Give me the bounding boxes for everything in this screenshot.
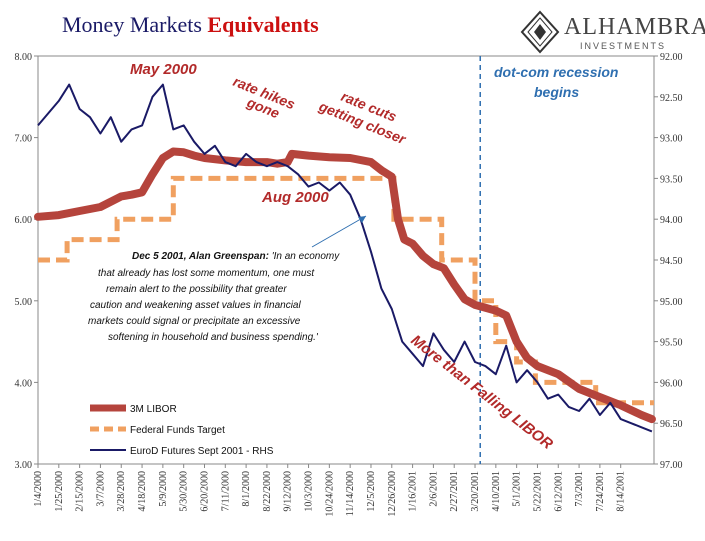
- right-tick-label: 92.00: [660, 52, 683, 63]
- x-tick-label: 5/22/2001: [532, 471, 543, 512]
- legend-label-libor: 3M LIBOR: [130, 404, 177, 415]
- title-accent: Equivalents: [207, 12, 319, 37]
- right-tick-label: 92.50: [660, 93, 683, 104]
- quote-line-2: that already has lost some momentum, one…: [98, 268, 315, 279]
- x-tick-label: 1/16/2001: [408, 471, 419, 512]
- x-tick-label: 6/12/2001: [553, 471, 564, 512]
- x-tick-label: 2/15/2000: [75, 471, 86, 512]
- right-tick-label: 93.00: [660, 134, 683, 145]
- annotation-dotcom-line1: dot-com recession: [494, 64, 618, 80]
- series-eurod-futures: [37, 83, 653, 433]
- left-tick-label: 5.00: [15, 297, 33, 308]
- quote-line-3: remain alert to the possibility that gre…: [106, 284, 287, 295]
- logo-brand: ALHAMBRA: [564, 14, 705, 40]
- quote-line-6: softening in household and business spen…: [108, 332, 319, 343]
- series-fed-funds-target: [38, 175, 654, 406]
- x-tick-label: 2/27/2001: [449, 471, 460, 512]
- quote-arrow-head-icon: [358, 216, 366, 223]
- x-tick-label: 1/25/2000: [54, 471, 65, 512]
- x-tick-label: 10/24/2000: [324, 471, 335, 517]
- left-tick-label: 4.00: [15, 378, 33, 389]
- x-tick-label: 9/12/2000: [283, 471, 294, 512]
- annotation-aug-2000: Aug 2000: [261, 189, 329, 206]
- x-tick-label: 12/5/2000: [366, 471, 377, 512]
- x-tick-label: 12/26/2000: [387, 471, 398, 517]
- x-tick-label: 5/1/2001: [512, 471, 523, 507]
- legend-label-eurod: EuroD Futures Sept 2001 - RHS: [130, 446, 274, 457]
- x-tick-label: 3/28/2000: [116, 471, 127, 512]
- chart-title: Money Markets Equivalents: [62, 12, 319, 38]
- right-tick-label: 97.00: [660, 460, 683, 471]
- series-group: [34, 83, 656, 433]
- right-tick-label: 95.50: [660, 338, 683, 349]
- x-tick-label: 4/10/2001: [491, 471, 502, 512]
- x-tick-label: 3/20/2001: [470, 471, 481, 512]
- left-tick-label: 6.00: [15, 215, 33, 226]
- legend: 3M LIBOR Federal Funds Target EuroD Futu…: [90, 404, 274, 457]
- right-tick-label: 96.50: [660, 419, 683, 430]
- quote-line-4: caution and weakening asset values in fi…: [90, 300, 301, 311]
- x-tick-label: 7/3/2001: [574, 471, 585, 507]
- x-tick-label: 1/4/2000: [33, 471, 44, 507]
- x-tick-label: 7/11/2000: [220, 471, 231, 511]
- quote-speaker: Dec 5 2001, Alan Greenspan:: [132, 251, 269, 262]
- right-tick-label: 94.50: [660, 256, 683, 267]
- annotation-falling-libor: More than Falling LIBOR: [408, 332, 556, 453]
- axes: 3.00 4.00 5.00 6.00 7.00 8.00 92.00 92.50 93.00 9…: [15, 52, 683, 517]
- logo-diamond-icon: [520, 10, 560, 54]
- legend-label-fed: Federal Funds Target: [130, 425, 225, 436]
- right-tick-label: 95.00: [660, 297, 683, 308]
- x-tick-label: 7/24/2001: [595, 471, 606, 512]
- alhambra-logo: ALHAMBRA INVESTMENTS: [520, 8, 705, 58]
- annotation-dotcom-line2: begins: [534, 84, 579, 100]
- x-tick-label: 6/20/2000: [199, 471, 210, 512]
- quote-text-1: 'In an economy: [272, 251, 341, 262]
- quote-line-5: markets could signal or precipitate an e…: [88, 316, 301, 327]
- x-tick-label: 4/18/2000: [137, 471, 148, 512]
- left-tick-label: 7.00: [15, 134, 33, 145]
- title-main: Money Markets: [62, 12, 208, 37]
- x-tick-label: 11/14/2000: [345, 471, 356, 516]
- right-tick-label: 94.00: [660, 215, 683, 226]
- x-tick-label: 8/1/2000: [241, 471, 252, 507]
- x-tick-label: 8/22/2000: [262, 471, 273, 512]
- x-tick-label: 3/7/2000: [95, 471, 106, 507]
- annotations: May 2000 rate hikes gone rate cuts getti…: [88, 61, 618, 453]
- right-tick-label: 96.00: [660, 378, 683, 389]
- x-tick-label: 2/6/2001: [428, 471, 439, 507]
- quote-line-1: Dec 5 2001, Alan Greenspan: 'In an econo…: [132, 251, 340, 262]
- x-tick-label: 5/9/2000: [158, 471, 169, 507]
- left-tick-label: 8.00: [15, 52, 33, 63]
- quote-pointer-arrow: [311, 215, 367, 248]
- x-tick-label: 10/3/2000: [304, 471, 315, 512]
- x-tick-label: 5/30/2000: [179, 471, 190, 512]
- left-tick-label: 3.00: [15, 460, 33, 471]
- series-3m-libor: [34, 147, 656, 424]
- x-tick-label: 8/14/2001: [616, 471, 627, 512]
- annotation-may-2000: May 2000: [130, 61, 197, 78]
- right-tick-label: 93.50: [660, 174, 683, 185]
- logo-subtitle: INVESTMENTS: [580, 41, 667, 51]
